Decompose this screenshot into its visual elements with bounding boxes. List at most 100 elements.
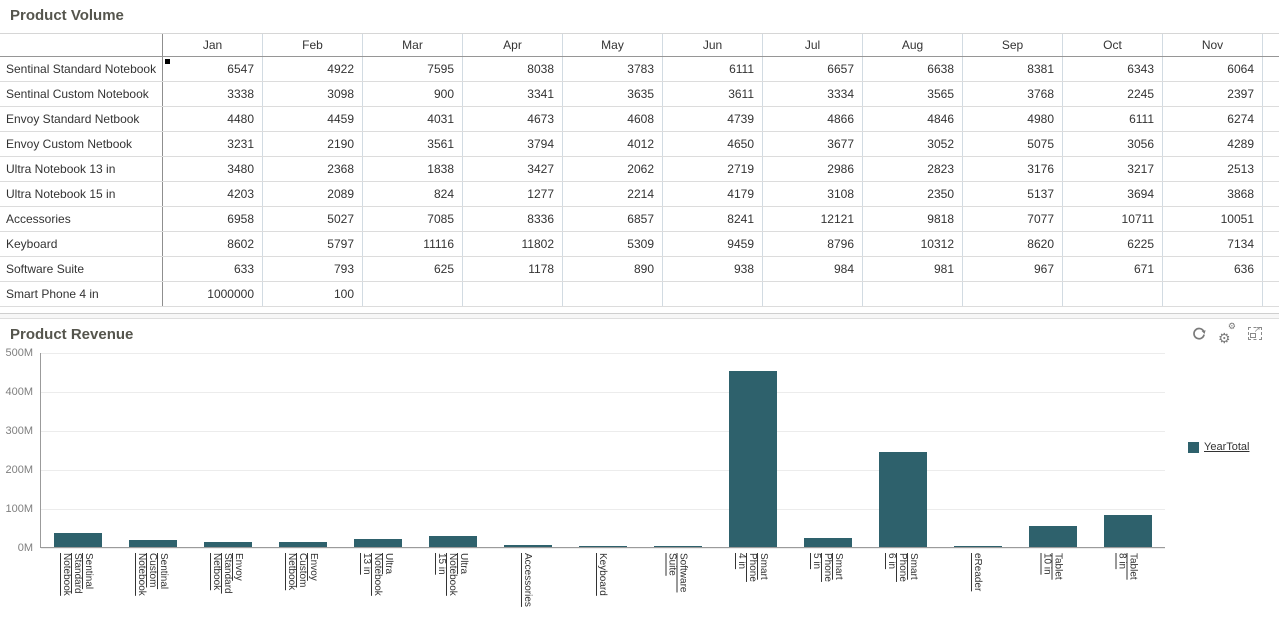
bar-keyboard[interactable] [579,545,628,547]
value-cell[interactable]: 4673 [463,107,563,131]
value-cell[interactable]: 4012 [563,132,663,156]
value-cell[interactable]: 4480 [163,107,263,131]
value-cell[interactable] [963,282,1063,306]
bar-ultra-notebook-13-in[interactable] [354,538,403,547]
x-label-smart-phone-4-in[interactable]: Smart Phone 4 in [736,553,769,582]
value-cell[interactable]: 6225 [1063,232,1163,256]
value-cell[interactable]: 3056 [1063,132,1163,156]
value-cell[interactable]: 3868 [1163,182,1263,206]
value-cell[interactable]: 6111 [663,57,763,81]
value-cell[interactable] [663,282,763,306]
value-cell[interactable]: 12121 [763,207,863,231]
value-cell[interactable]: 625 [363,257,463,281]
value-cell[interactable]: 2397 [1163,82,1263,106]
value-cell[interactable]: 824 [363,182,463,206]
value-cell[interactable]: 7595 [363,57,463,81]
value-cell[interactable] [463,282,563,306]
value-cell[interactable]: 4980 [963,107,1063,131]
value-cell[interactable]: 9818 [863,207,963,231]
value-cell[interactable]: 4289 [1163,132,1263,156]
value-cell[interactable]: 8336 [463,207,563,231]
value-cell[interactable]: 984 [763,257,863,281]
x-label-sentinal-standard-notebook[interactable]: Sentinal Standard Notebook [61,553,94,596]
value-cell[interactable]: 6111 [1063,107,1163,131]
x-label-ultra-notebook-13-in[interactable]: Ultra Notebook 13 in [361,553,394,596]
value-cell[interactable]: 633 [163,257,263,281]
value-cell[interactable]: 7077 [963,207,1063,231]
value-cell[interactable]: 7134 [1163,232,1263,256]
value-cell[interactable]: 4203 [163,182,263,206]
value-cell[interactable]: 3231 [163,132,263,156]
value-cell[interactable]: 2986 [763,157,863,181]
bar-smart-phone-4-in[interactable] [728,370,777,547]
value-cell[interactable]: 6274 [1163,107,1263,131]
x-label-smart-phone-6-in[interactable]: Smart Phone 6 in [886,553,919,582]
x-label-accessories[interactable]: Accessories [522,553,533,607]
bar-ereader[interactable] [953,546,1002,547]
value-cell[interactable]: 4866 [763,107,863,131]
bar-tablet-10-in[interactable] [1028,525,1077,547]
value-cell[interactable]: 11116 [363,232,463,256]
value-cell[interactable]: 4846 [863,107,963,131]
value-cell[interactable]: 3427 [463,157,563,181]
bar-sentinal-custom-notebook[interactable] [129,539,178,547]
value-cell[interactable]: 3108 [763,182,863,206]
value-cell[interactable]: 9459 [663,232,763,256]
value-cell[interactable]: 4459 [263,107,363,131]
value-cell[interactable]: 3794 [463,132,563,156]
value-cell[interactable]: 4031 [363,107,463,131]
x-label-smart-phone-5-in[interactable]: Smart Phone 5 in [811,553,844,582]
value-cell[interactable]: 1178 [463,257,563,281]
value-cell[interactable]: 10711 [1063,207,1163,231]
value-cell[interactable]: 5027 [263,207,363,231]
value-cell[interactable]: 981 [863,257,963,281]
x-label-tablet-10-in[interactable]: Tablet 10 in [1041,553,1064,580]
value-cell[interactable]: 4608 [563,107,663,131]
value-cell[interactable]: 4179 [663,182,763,206]
value-cell[interactable]: 671 [1063,257,1163,281]
value-cell[interactable]: 5075 [963,132,1063,156]
value-cell[interactable]: 2350 [863,182,963,206]
value-cell[interactable]: 1000000 [163,282,263,306]
value-cell[interactable]: 2062 [563,157,663,181]
x-label-software-suite[interactable]: Software Suite [666,553,689,593]
legend-label[interactable]: YearTotal [1204,441,1250,453]
x-label-tablet-8-in[interactable]: Tablet 8 in [1116,553,1139,580]
value-cell[interactable]: 8602 [163,232,263,256]
value-cell[interactable]: 3783 [563,57,663,81]
value-cell[interactable]: 4650 [663,132,763,156]
value-cell[interactable]: 900 [363,82,463,106]
value-cell[interactable]: 7085 [363,207,463,231]
value-cell[interactable] [1063,282,1163,306]
value-cell[interactable]: 3768 [963,82,1063,106]
x-label-envoy-standard-netbook[interactable]: Envoy Standard Netbook [211,553,244,594]
bar-accessories[interactable] [504,544,553,547]
bar-software-suite[interactable] [653,545,702,547]
value-cell[interactable]: 2823 [863,157,963,181]
bar-smart-phone-6-in[interactable] [878,451,927,547]
value-cell[interactable]: 10312 [863,232,963,256]
value-cell[interactable]: 3480 [163,157,263,181]
value-cell[interactable]: 2089 [263,182,363,206]
value-cell[interactable]: 5309 [563,232,663,256]
value-cell[interactable]: 8620 [963,232,1063,256]
bar-tablet-8-in[interactable] [1103,515,1152,547]
value-cell[interactable]: 3176 [963,157,1063,181]
x-label-keyboard[interactable]: Keyboard [597,553,608,596]
value-cell[interactable]: 3098 [263,82,363,106]
value-cell[interactable]: 3677 [763,132,863,156]
value-cell[interactable]: 100 [263,282,363,306]
value-cell[interactable]: 3217 [1063,157,1163,181]
value-cell[interactable]: 6547 [163,57,263,81]
bar-smart-phone-5-in[interactable] [803,538,852,547]
value-cell[interactable]: 4739 [663,107,763,131]
value-cell[interactable]: 5797 [263,232,363,256]
value-cell[interactable]: 3611 [663,82,763,106]
value-cell[interactable]: 2245 [1063,82,1163,106]
value-cell[interactable]: 11802 [463,232,563,256]
x-label-ultra-notebook-15-in[interactable]: Ultra Notebook 15 in [436,553,469,596]
value-cell[interactable]: 10051 [1163,207,1263,231]
value-cell[interactable]: 1838 [363,157,463,181]
bar-envoy-custom-netbook[interactable] [279,541,328,547]
refresh-icon[interactable] [1190,325,1207,342]
